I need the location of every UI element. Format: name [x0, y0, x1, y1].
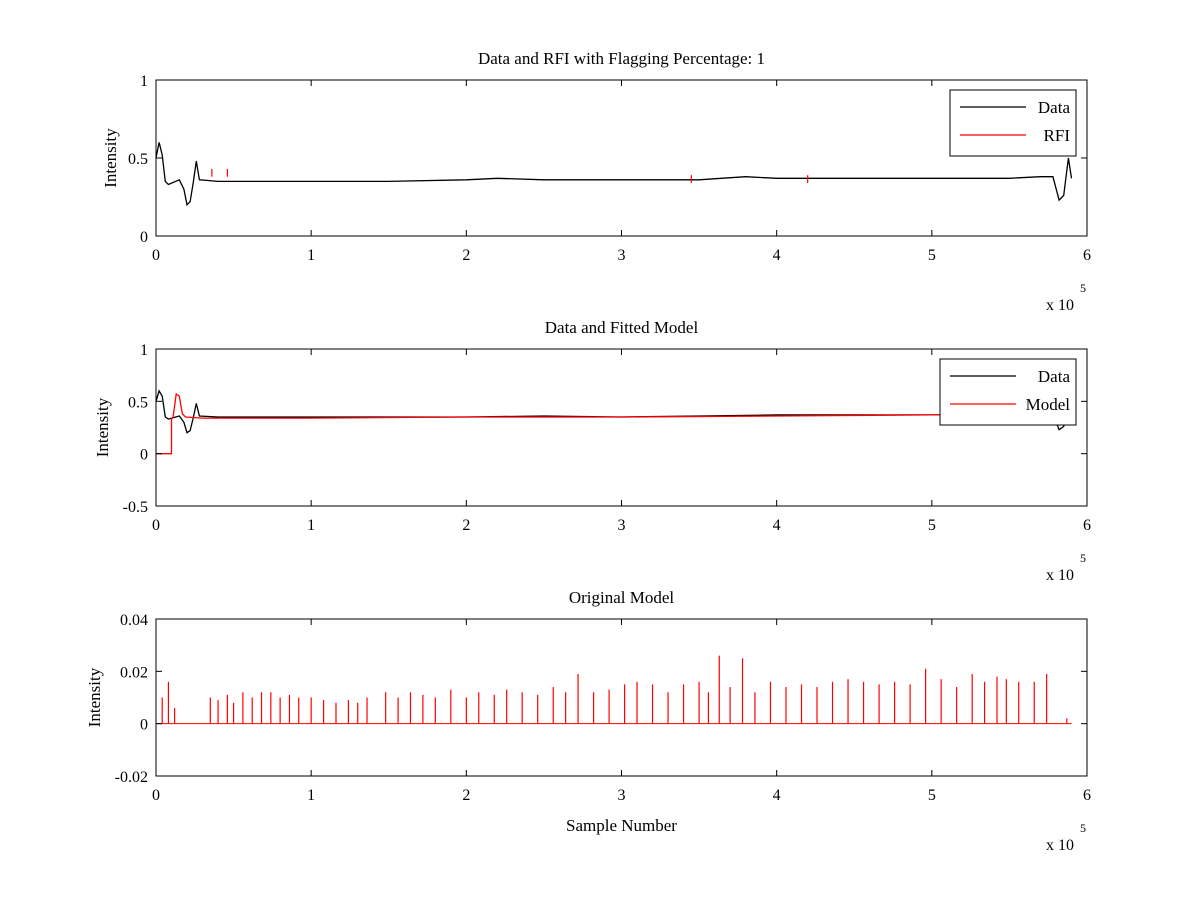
x-tick-label: 4 — [773, 247, 781, 264]
x-tick-label: 1 — [307, 517, 315, 534]
x-multiplier-label: x 10 — [1046, 567, 1074, 584]
legend-label: Data — [1038, 367, 1071, 386]
x-tick-label: 3 — [618, 787, 626, 804]
legend: Data Model — [939, 358, 1077, 426]
model-line — [156, 392, 1072, 455]
x-multiplier-exponent: 5 — [1080, 281, 1086, 295]
x-multiplier-label: x 10 — [1046, 837, 1074, 854]
y-tick-label: 0.02 — [120, 664, 148, 681]
y-tick-label: -0.5 — [123, 499, 148, 516]
x-tick-label: 5 — [928, 247, 936, 264]
x-tick-label: 2 — [462, 787, 470, 804]
legend-box — [939, 358, 1077, 426]
plot-area — [156, 619, 1087, 776]
series-layer — [156, 655, 1072, 725]
y-tick-label: 1 — [140, 342, 148, 359]
x-tick-label: 2 — [462, 247, 470, 264]
y-tick-label: 0 — [140, 447, 148, 464]
legend-label: Data — [1038, 98, 1071, 117]
plot-area — [156, 349, 1087, 506]
x-tick-label: 5 — [928, 787, 936, 804]
y-axis-label: Intensity — [93, 397, 112, 457]
y-tick-label: 0.04 — [120, 612, 148, 629]
x-multiplier-exponent: 5 — [1080, 551, 1086, 565]
x-tick-label: 6 — [1083, 787, 1091, 804]
chart-title: Original Model — [569, 588, 675, 607]
x-tick-label: 5 — [928, 517, 936, 534]
chart-title: Data and RFI with Flagging Percentage: 1 — [478, 49, 765, 68]
legend: Data RFI — [949, 89, 1077, 157]
legend-label: Model — [1026, 395, 1071, 414]
y-tick-label: 0 — [140, 717, 148, 734]
x-tick-label: 3 — [618, 247, 626, 264]
x-tick-label: 1 — [307, 787, 315, 804]
x-axis-label: Sample Number — [566, 816, 677, 835]
x-tick-label: 3 — [618, 517, 626, 534]
x-tick-label: 6 — [1083, 517, 1091, 534]
chart-title: Data and Fitted Model — [545, 318, 699, 337]
plot-area — [156, 80, 1087, 236]
x-tick-label: 0 — [152, 247, 160, 264]
series-layer — [155, 142, 1073, 207]
x-tick-label: 4 — [773, 517, 781, 534]
x-tick-label: 2 — [462, 517, 470, 534]
legend-label: RFI — [1044, 126, 1071, 145]
legend-box — [949, 89, 1077, 157]
y-axis-label: Intensity — [85, 667, 104, 727]
x-tick-label: 0 — [152, 517, 160, 534]
x-tick-label: 0 — [152, 787, 160, 804]
x-multiplier-label: x 10 — [1046, 297, 1074, 314]
y-tick-label: 0.5 — [128, 151, 148, 168]
y-tick-label: 0.5 — [128, 394, 148, 411]
y-tick-label: 1 — [140, 73, 148, 90]
y-axis-label: Intensity — [101, 128, 120, 188]
data-line — [155, 142, 1073, 207]
y-tick-label: 0 — [140, 229, 148, 246]
y-tick-label: -0.02 — [115, 769, 148, 786]
x-multiplier-exponent: 5 — [1080, 821, 1086, 835]
subplot-1: 0 1 2 3 4 5 6 0 0.5 1 x 10 5 Data and RFI with Flagg… — [101, 49, 1091, 314]
x-tick-label: 1 — [307, 247, 315, 264]
x-tick-label: 6 — [1083, 247, 1091, 264]
x-tick-label: 4 — [773, 787, 781, 804]
